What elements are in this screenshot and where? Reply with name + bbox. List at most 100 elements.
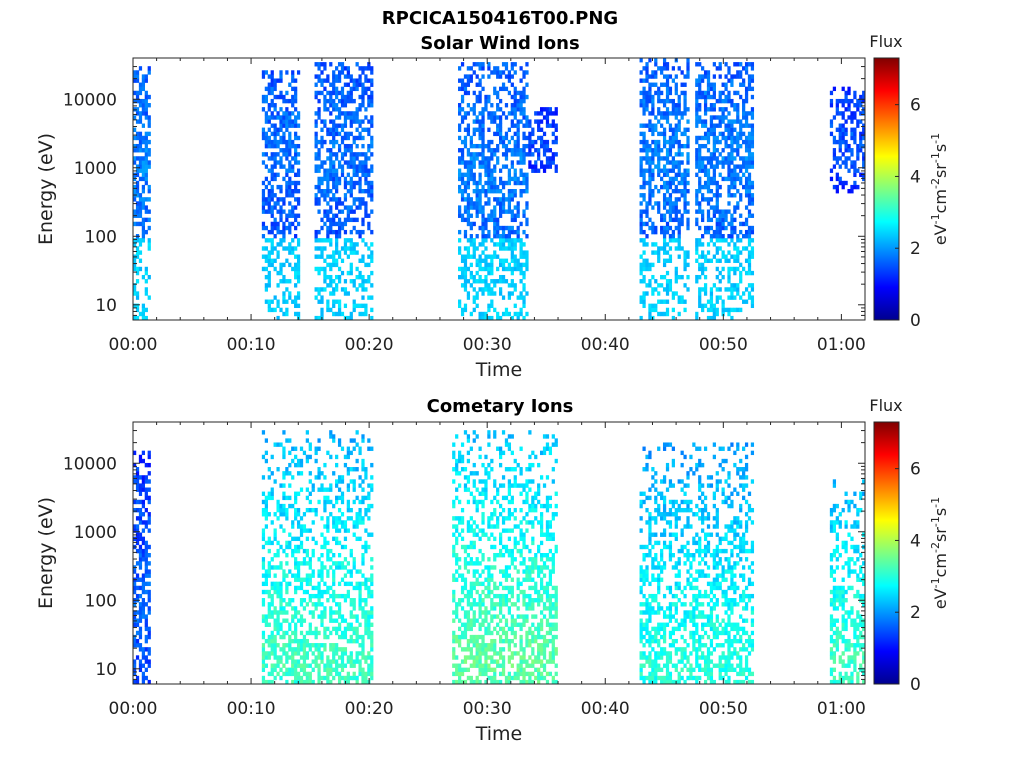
spectrogram-cell	[147, 573, 151, 578]
spectrogram-cell	[686, 156, 690, 161]
spectrogram-cell	[466, 569, 471, 574]
spectrogram-cell	[671, 176, 675, 182]
spectrogram-cell	[282, 291, 286, 296]
spectrogram-cell	[296, 291, 301, 296]
spectrogram-cell	[718, 107, 722, 112]
spectrogram-cell	[522, 213, 526, 218]
spectrogram-cell	[323, 503, 327, 509]
spectrogram-cell	[744, 111, 749, 116]
spectrogram-cell	[747, 82, 752, 87]
spectrogram-cell	[487, 139, 491, 145]
spectrogram-cell	[133, 499, 137, 505]
spectrogram-cell	[642, 143, 646, 149]
spectrogram-cell	[478, 143, 482, 149]
spectrogram-cell	[507, 229, 512, 235]
spectrogram-cell	[340, 221, 345, 227]
spectrogram-cell	[501, 246, 506, 251]
spectrogram-cell	[285, 553, 289, 558]
spectrogram-cell	[317, 557, 321, 562]
spectrogram-cell	[469, 618, 473, 623]
spectrogram-cell	[706, 148, 711, 153]
spectrogram-cell	[317, 602, 321, 607]
spectrogram-cell	[138, 663, 143, 668]
spectrogram-cell	[668, 246, 673, 251]
spectrogram-cell	[352, 561, 356, 566]
spectrogram-cell	[135, 499, 140, 505]
spectrogram-cell	[698, 201, 702, 206]
x-tick-label: 00:20	[345, 335, 394, 355]
spectrogram-cell	[847, 148, 851, 153]
spectrogram-cell	[469, 663, 473, 668]
spectrogram-cell	[349, 581, 353, 587]
spectrogram-cell	[736, 70, 740, 75]
spectrogram-cell	[314, 450, 318, 456]
spectrogram-cell	[463, 209, 468, 214]
spectrogram-cell	[841, 127, 845, 132]
spectrogram-cell	[270, 111, 274, 116]
spectrogram-cell	[844, 98, 848, 104]
spectrogram-cell	[273, 266, 277, 272]
spectrogram-cell	[141, 82, 146, 87]
spectrogram-cell	[484, 189, 488, 194]
spectrogram-cell	[308, 593, 312, 599]
spectrogram-cell	[340, 651, 345, 656]
spectrogram-cell	[133, 107, 137, 112]
spectrogram-cell	[701, 287, 705, 292]
spectrogram-cell	[662, 168, 667, 173]
spectrogram-cell	[355, 442, 359, 447]
spectrogram-cell	[147, 634, 151, 640]
spectrogram-cell	[686, 139, 690, 145]
spectrogram-cell	[276, 585, 280, 591]
spectrogram-cell	[642, 172, 646, 178]
spectrogram-cell	[352, 614, 356, 619]
spectrogram-cell	[718, 238, 722, 243]
spectrogram-cell	[686, 221, 690, 227]
spectrogram-cell	[695, 209, 699, 214]
spectrogram-cell	[299, 561, 304, 566]
spectrogram-cell	[730, 143, 734, 149]
spectrogram-cell	[534, 111, 538, 116]
spectrogram-cell	[135, 98, 140, 104]
spectrogram-cell	[519, 172, 523, 178]
spectrogram-cell	[639, 172, 643, 178]
spectrogram-cell	[466, 499, 471, 505]
spectrogram-cell	[706, 139, 711, 145]
spectrogram-cell	[141, 307, 146, 313]
spectrogram-cell	[282, 238, 286, 243]
spectrogram-cell	[463, 655, 468, 660]
spectrogram-cell	[493, 168, 497, 173]
spectrogram-cell	[721, 274, 725, 280]
spectrogram-cell	[141, 536, 146, 542]
spectrogram-cell	[367, 246, 371, 251]
spectrogram-cell	[314, 152, 318, 157]
spectrogram-cell	[135, 270, 140, 276]
spectrogram-cell	[466, 438, 471, 443]
spectrogram-cell	[709, 160, 714, 165]
spectrogram-cell	[335, 238, 339, 243]
spectrogram-cell	[683, 172, 687, 178]
spectrogram-cell	[285, 679, 289, 685]
spectrogram-cell	[332, 258, 336, 263]
spectrogram-cell	[645, 70, 649, 75]
spectrogram-cell	[317, 90, 321, 96]
spectrogram-cell	[510, 66, 514, 71]
spectrogram-cell	[499, 205, 503, 210]
spectrogram-cell	[862, 152, 866, 157]
spectrogram-cell	[264, 86, 268, 92]
spectrogram-cell	[335, 618, 339, 623]
colorbar-tick-label: 4	[910, 167, 921, 187]
spectrogram-cell	[302, 512, 307, 517]
spectrogram-cell	[317, 246, 321, 251]
spectrogram-cell	[320, 250, 324, 255]
spectrogram-cell	[294, 131, 298, 137]
spectrogram-cell	[698, 143, 702, 149]
spectrogram-cell	[335, 663, 339, 668]
spectrogram-cell	[844, 90, 848, 96]
spectrogram-cell	[276, 589, 280, 595]
spectrogram-cell	[352, 201, 356, 206]
spectrogram-cell	[138, 643, 143, 648]
spectrogram-cell	[273, 221, 277, 227]
spectrogram-cell	[677, 123, 681, 128]
spectrogram-cell	[522, 189, 526, 194]
spectrogram-cell	[522, 86, 526, 92]
